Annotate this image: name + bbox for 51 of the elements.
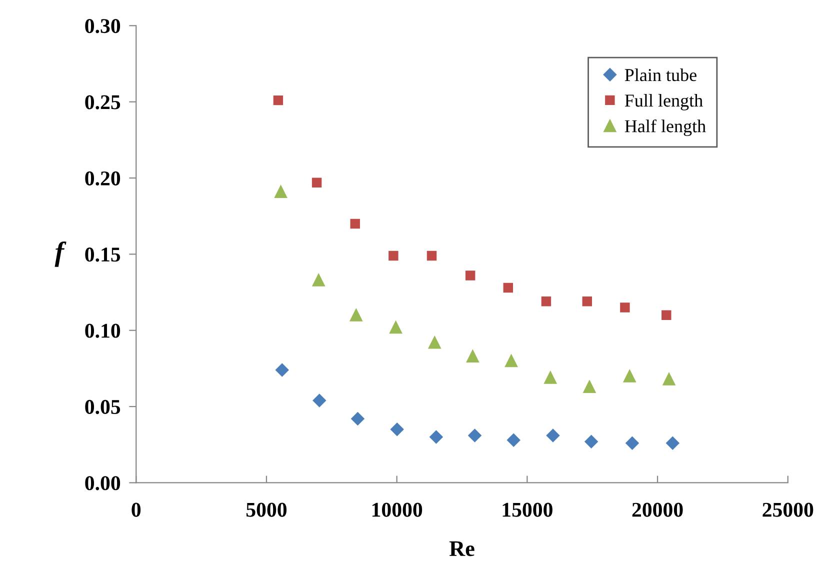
y-tick-label: 0.15 bbox=[85, 248, 120, 262]
x-tick-label: 20000 bbox=[632, 502, 683, 517]
point bbox=[312, 394, 326, 408]
point bbox=[507, 433, 520, 447]
x-tick-label: 0 bbox=[132, 502, 141, 517]
point bbox=[468, 428, 482, 442]
legend-label: Half length bbox=[624, 119, 706, 136]
point bbox=[426, 250, 437, 261]
point bbox=[505, 354, 518, 368]
point bbox=[623, 370, 636, 382]
y-tick-label: 0.05 bbox=[85, 400, 120, 414]
y-tick-label: 0.25 bbox=[85, 95, 120, 110]
point bbox=[582, 296, 592, 306]
point bbox=[273, 95, 284, 106]
point bbox=[662, 372, 676, 386]
y-tick-label: 0.10 bbox=[85, 324, 120, 338]
y-tick-label: 0.20 bbox=[85, 171, 120, 186]
point bbox=[546, 428, 560, 442]
point bbox=[388, 250, 398, 261]
y-tick-label: 0.00 bbox=[85, 476, 120, 490]
point bbox=[276, 363, 289, 377]
legend-label: Full length bbox=[624, 94, 703, 110]
point bbox=[620, 302, 630, 312]
legend-label: Plain tube bbox=[624, 68, 696, 82]
point bbox=[312, 274, 325, 286]
point bbox=[312, 178, 322, 188]
y-axis-title: f bbox=[54, 241, 66, 267]
x-tick-label: 10000 bbox=[372, 502, 422, 517]
point bbox=[666, 436, 680, 450]
point bbox=[544, 371, 557, 384]
point bbox=[662, 310, 672, 320]
point bbox=[466, 350, 479, 363]
x-axis-title: Re bbox=[449, 541, 474, 556]
point bbox=[503, 282, 514, 293]
point bbox=[351, 412, 364, 426]
point bbox=[584, 435, 598, 448]
point bbox=[428, 336, 441, 349]
x-tick-label: 5000 bbox=[246, 502, 287, 517]
point bbox=[430, 430, 443, 444]
x-tick-label: 15000 bbox=[502, 502, 552, 517]
point bbox=[465, 270, 476, 280]
point bbox=[626, 436, 639, 450]
point bbox=[583, 380, 596, 393]
point bbox=[390, 422, 404, 436]
point bbox=[390, 321, 402, 334]
point bbox=[350, 308, 362, 322]
x-tick-label: 25000 bbox=[762, 502, 814, 517]
point bbox=[274, 185, 288, 198]
point bbox=[541, 296, 552, 306]
point bbox=[350, 218, 360, 229]
y-tick-label: 0.30 bbox=[85, 19, 120, 34]
